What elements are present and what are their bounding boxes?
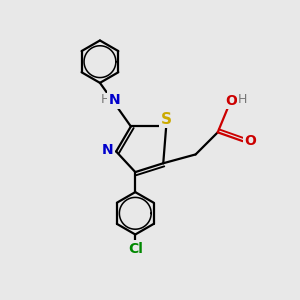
Text: N: N [101,143,113,157]
Text: H: H [238,93,247,106]
Text: S: S [161,112,172,127]
Text: O: O [225,94,237,108]
Text: O: O [244,134,256,148]
Text: H: H [100,93,110,106]
Text: Cl: Cl [128,242,143,256]
Text: N: N [109,93,121,107]
